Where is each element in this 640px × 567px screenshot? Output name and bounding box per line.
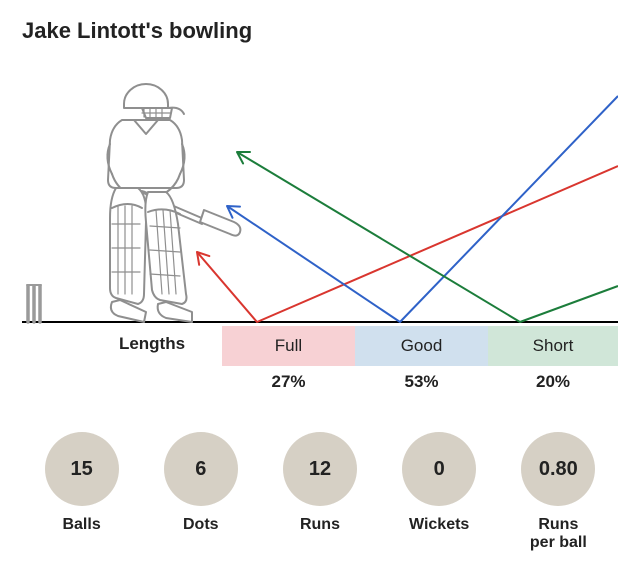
stat-runs: 12 Runs — [265, 432, 375, 534]
zone-box-full: Full — [222, 326, 355, 366]
stat-value: 0 — [434, 458, 445, 481]
pitch-diagram — [22, 56, 618, 326]
zone-pct-short: 20% — [536, 372, 570, 392]
stat-dots: 6 Dots — [146, 432, 256, 534]
zone-label: Good — [401, 336, 443, 356]
pitch-svg — [22, 56, 618, 326]
stat-circle: 15 — [45, 432, 119, 506]
lengths-row: Lengths Full Good Short — [22, 326, 618, 366]
stat-label: Wickets — [409, 516, 469, 534]
chart-title: Jake Lintott's bowling — [22, 18, 618, 44]
percent-row: 27% 53% 20% — [22, 372, 618, 404]
stat-value: 12 — [309, 458, 331, 481]
stat-label: Runsper ball — [530, 516, 587, 553]
stat-circle: 12 — [283, 432, 357, 506]
zone-label: Full — [275, 336, 302, 356]
lengths-label: Lengths — [102, 334, 202, 354]
stat-value: 0.80 — [539, 458, 578, 481]
stat-circle: 0.80 — [521, 432, 595, 506]
bowling-infographic: Jake Lintott's bowling Lengths Full Good S… — [0, 0, 640, 567]
stat-label: Dots — [183, 516, 219, 534]
stat-circle: 6 — [164, 432, 238, 506]
stats-row: 15 Balls 6 Dots 12 Runs 0 Wickets 0.80 Runsper ba… — [22, 432, 618, 553]
stat-label: Runs — [300, 516, 340, 534]
zone-box-short: Short — [488, 326, 618, 366]
stat-value: 15 — [70, 458, 92, 481]
zone-pct-good: 53% — [404, 372, 438, 392]
stat-balls: 15 Balls — [27, 432, 137, 534]
zone-box-good: Good — [355, 326, 488, 366]
zone-label: Short — [533, 336, 574, 356]
stat-runs-per-ball: 0.80 Runsper ball — [503, 432, 613, 553]
stat-label: Balls — [62, 516, 100, 534]
stat-wickets: 0 Wickets — [384, 432, 494, 534]
stat-circle: 0 — [402, 432, 476, 506]
stat-value: 6 — [195, 458, 206, 481]
zone-pct-full: 27% — [271, 372, 305, 392]
